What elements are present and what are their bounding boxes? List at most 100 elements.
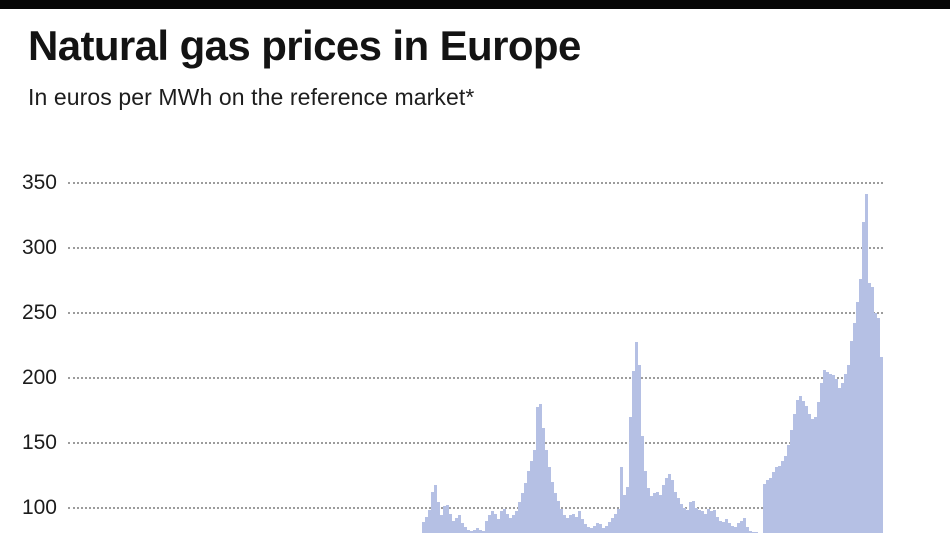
bar <box>832 374 835 533</box>
bar <box>859 278 862 533</box>
bar <box>829 373 832 533</box>
bar <box>548 467 551 533</box>
bar <box>737 523 740 533</box>
bar <box>874 312 877 533</box>
top-accent-bar <box>0 0 950 9</box>
bar <box>611 517 614 533</box>
bar <box>638 364 641 533</box>
bar <box>805 406 808 533</box>
gridline <box>68 246 883 249</box>
bar <box>431 491 434 533</box>
bar <box>560 508 563 533</box>
bar <box>536 407 539 533</box>
bar <box>527 471 530 533</box>
bar <box>518 502 521 533</box>
bar <box>533 450 536 533</box>
bar <box>554 493 557 533</box>
bar <box>766 480 769 533</box>
bar <box>853 322 856 533</box>
bar <box>641 436 644 533</box>
bar <box>781 460 784 533</box>
bar <box>811 419 814 533</box>
bar <box>865 194 868 533</box>
bar <box>880 356 883 533</box>
bar <box>749 530 752 533</box>
bar <box>871 286 874 533</box>
bar <box>775 467 778 533</box>
bar <box>701 511 704 533</box>
bar <box>572 514 575 533</box>
bar <box>593 525 596 533</box>
bar <box>814 416 817 533</box>
bar <box>578 511 581 533</box>
bar <box>778 465 781 533</box>
bar <box>644 471 647 533</box>
bar <box>602 528 605 533</box>
bar <box>581 519 584 533</box>
bar <box>569 515 572 533</box>
bar <box>787 445 790 533</box>
bar <box>731 525 734 533</box>
bar <box>686 510 689 533</box>
bar <box>557 501 560 533</box>
bar <box>632 371 635 533</box>
bar <box>826 372 829 533</box>
bar <box>650 495 653 533</box>
bar <box>835 378 838 533</box>
bar <box>434 485 437 533</box>
bar <box>521 493 524 533</box>
bar <box>656 491 659 533</box>
bar <box>476 528 479 533</box>
bar <box>479 529 482 533</box>
bar <box>707 508 710 533</box>
y-axis-tick-label: 200 <box>21 365 57 389</box>
bar <box>458 515 461 533</box>
bar <box>590 528 593 533</box>
bar <box>515 511 518 533</box>
bar <box>455 517 458 533</box>
bar <box>470 530 473 533</box>
bar <box>665 477 668 533</box>
bar <box>695 507 698 533</box>
bar <box>488 515 491 533</box>
bar <box>677 498 680 533</box>
bar <box>763 484 766 533</box>
y-axis-tick-label: 250 <box>21 300 57 324</box>
bar <box>740 520 743 533</box>
bar <box>473 529 476 533</box>
bar <box>563 515 566 533</box>
bar <box>497 519 500 533</box>
bar <box>551 481 554 533</box>
bar <box>566 517 569 533</box>
bar <box>443 506 446 533</box>
bar <box>446 504 449 533</box>
bar <box>722 521 725 533</box>
bar <box>503 508 506 533</box>
bar <box>461 523 464 533</box>
bar <box>698 510 701 533</box>
bar <box>506 514 509 533</box>
bar <box>482 530 485 533</box>
bar <box>485 520 488 533</box>
bar <box>838 387 841 533</box>
gridline <box>68 441 883 444</box>
bar <box>850 341 853 533</box>
bar <box>692 501 695 533</box>
bar <box>620 467 623 533</box>
bar <box>614 514 617 533</box>
bar <box>500 511 503 533</box>
bar <box>524 482 527 533</box>
y-axis-tick-label: 100 <box>21 495 57 519</box>
bar <box>808 413 811 533</box>
bar <box>440 515 443 533</box>
bar <box>841 382 844 533</box>
bar <box>605 525 608 533</box>
bar <box>512 515 515 533</box>
bar <box>725 519 728 533</box>
bar <box>596 523 599 533</box>
bar <box>659 494 662 533</box>
y-axis-tick-label: 150 <box>21 430 57 454</box>
bar <box>847 364 850 533</box>
